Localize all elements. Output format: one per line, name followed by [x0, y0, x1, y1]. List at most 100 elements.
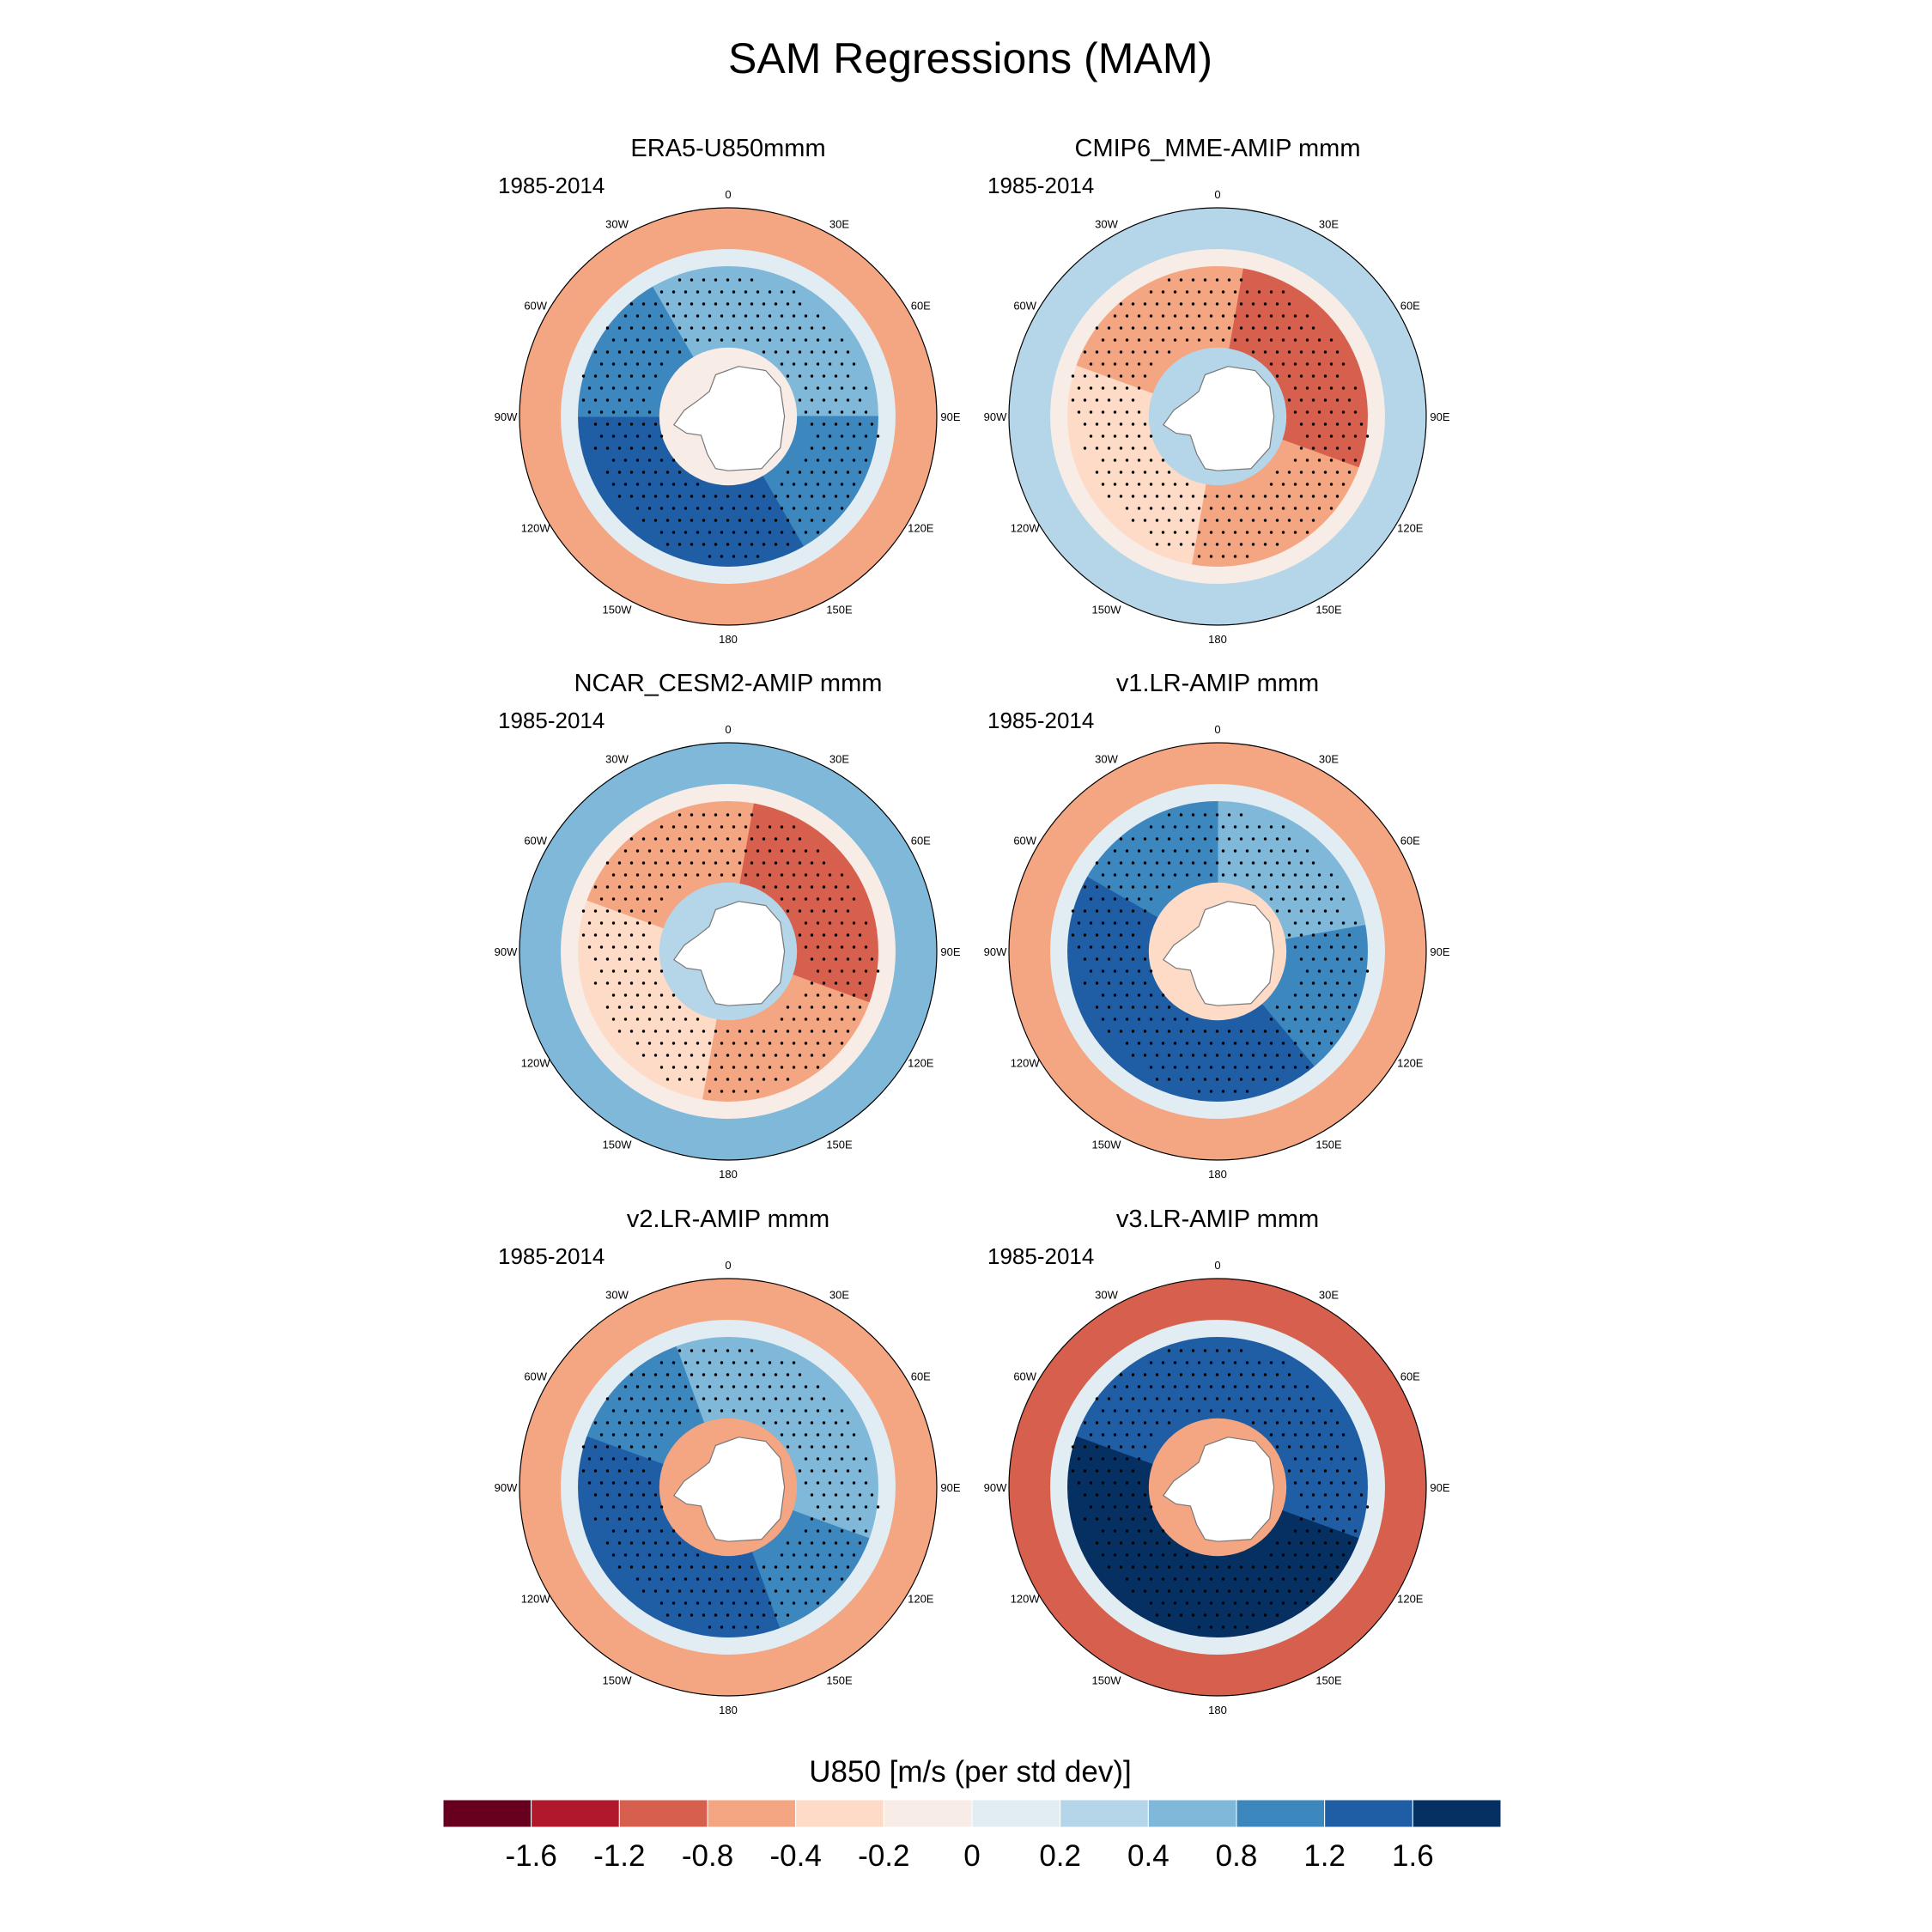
colorbar-ticks: -1.6 -1.2 -0.8 -0.4 -0.2 0 0.2 0.4 0.8 1.2 1.6: [506, 1839, 1434, 1873]
panel-period: 1985-2014: [498, 173, 605, 198]
longitude-label: 120E: [908, 1593, 934, 1606]
longitude-label: 60W: [524, 1370, 547, 1383]
colorbar-box: [1147, 1799, 1237, 1828]
map-border: [1008, 207, 1427, 626]
colorbar-box: [618, 1799, 708, 1828]
longitude-label: 120E: [1397, 1593, 1424, 1606]
longitude-label: 180: [1208, 1168, 1227, 1181]
antarctica-land: [1162, 1437, 1275, 1542]
longitude-label: 90E: [1430, 945, 1449, 958]
longitude-label: 30W: [1095, 1289, 1118, 1302]
longitude-label: 150W: [603, 1138, 633, 1151]
panel-title: ERA5-U850mmm: [630, 135, 825, 162]
antarctica-land: [1162, 366, 1275, 471]
longitude-label: 90W: [495, 410, 518, 423]
panel-period: 1985-2014: [987, 708, 1094, 733]
colorbar-box: [1236, 1799, 1326, 1828]
longitude-label: 150W: [603, 603, 633, 616]
map-panel: 0 30E 60E 90E 120E 150E 180 150W 120W 90W 60W 30W v2…: [495, 1206, 961, 1716]
transition-ring: [561, 249, 896, 584]
panel-period: 1985-2014: [987, 173, 1094, 198]
map-panel: 0 30E 60E 90E 120E 150E 180 150W 120W 90W 60W 30W v3…: [984, 1206, 1450, 1716]
colorbar-box: [883, 1799, 973, 1828]
panel-period: 1985-2014: [987, 1243, 1094, 1269]
longitude-label: 30W: [1095, 218, 1118, 231]
longitude-label: 0: [725, 188, 731, 201]
longitude-label: 60W: [1013, 300, 1036, 313]
longitude-label: 120W: [521, 522, 551, 535]
longitude-label: 90E: [1430, 410, 1449, 423]
transition-ring: [1050, 784, 1385, 1119]
colorbar-tick-label: 0.8: [1216, 1839, 1258, 1873]
longitude-label: 0: [1214, 1259, 1220, 1272]
longitude-label: 150W: [1092, 1138, 1122, 1151]
map-border: [519, 1278, 938, 1697]
field-contours: [519, 1279, 937, 1696]
longitude-label: 150W: [603, 1674, 633, 1686]
longitude-label: 150E: [1315, 603, 1342, 616]
map-border: [519, 207, 938, 626]
transition-ring: [561, 784, 896, 1119]
longitude-label: 90W: [495, 945, 518, 958]
figure-title: SAM Regressions (MAM): [728, 34, 1212, 82]
colorbar-box: [971, 1799, 1061, 1828]
longitude-label: 150E: [1315, 1138, 1342, 1151]
panel-title: CMIP6_MME-AMIP mmm: [1075, 135, 1361, 162]
longitude-label: 120W: [521, 1593, 551, 1606]
longitude-label: 180: [1208, 633, 1227, 646]
map-border: [1008, 1278, 1427, 1697]
field-contours: [519, 743, 937, 1160]
longitude-label: 90E: [1430, 1481, 1449, 1494]
longitude-label: 60W: [524, 835, 547, 848]
field-contours: [1009, 743, 1426, 1160]
colorbar-title: U850 [m/s (per std dev)]: [809, 1755, 1131, 1789]
transition-ring: [561, 1320, 896, 1655]
significance-stipple: [1071, 278, 1370, 558]
panel-title: NCAR_CESM2-AMIP mmm: [574, 670, 883, 697]
longitude-label: 120E: [1397, 1057, 1424, 1070]
colorbar-tick-label: 0.4: [1127, 1839, 1170, 1873]
panel-period: 1985-2014: [498, 708, 605, 733]
longitude-label: 120E: [1397, 522, 1424, 535]
longitude-label: 60E: [911, 835, 931, 848]
significance-stipple: [581, 813, 880, 1093]
longitude-label: 150E: [826, 1138, 853, 1151]
colorbar-box: [1412, 1799, 1502, 1828]
colorbar-box: [707, 1799, 797, 1828]
longitude-label: 90E: [940, 1481, 960, 1494]
longitude-label: 90W: [984, 945, 1007, 958]
colorbar-box: [1060, 1799, 1149, 1828]
colorbar-tick-label: -1.2: [593, 1839, 645, 1873]
longitude-label: 150W: [1092, 603, 1122, 616]
longitude-label: 150W: [1092, 1674, 1122, 1686]
field-contours: [519, 208, 937, 625]
longitude-label: 120W: [1011, 1593, 1041, 1606]
colorbar-tick-label: 1.2: [1303, 1839, 1346, 1873]
colorbar-box: [795, 1799, 884, 1828]
longitude-label: 30W: [605, 1289, 629, 1302]
longitude-label: 60E: [911, 1370, 931, 1383]
colorbar-box: [442, 1799, 532, 1828]
colorbar-box: [1324, 1799, 1413, 1828]
map-panel: 0 30E 60E 90E 120E 150E 180 150W 120W 90W 60W 30W NC…: [495, 670, 961, 1181]
longitude-label: 60E: [1400, 1370, 1420, 1383]
colorbar-tick-label: 0: [963, 1839, 980, 1873]
antarctica-land: [1162, 901, 1275, 1006]
colorbar-tick-label: -0.2: [858, 1839, 909, 1873]
longitude-label: 60E: [1400, 835, 1420, 848]
antarctica-land: [672, 1437, 786, 1542]
longitude-label: 180: [719, 633, 738, 646]
antarctica-land: [672, 901, 786, 1006]
map-border: [1008, 742, 1427, 1161]
longitude-label: 150E: [826, 1674, 853, 1686]
longitude-label: 30W: [605, 753, 629, 766]
antarctica-land: [672, 366, 786, 471]
longitude-label: 0: [1214, 723, 1220, 736]
colorbar-box: [531, 1799, 620, 1828]
colorbar-boxes: [442, 1799, 1502, 1828]
significance-stipple: [581, 278, 880, 558]
longitude-label: 30E: [1319, 218, 1339, 231]
panel-title: v2.LR-AMIP mmm: [627, 1206, 829, 1233]
significance-stipple: [1071, 1349, 1370, 1629]
longitude-label: 90W: [984, 410, 1007, 423]
